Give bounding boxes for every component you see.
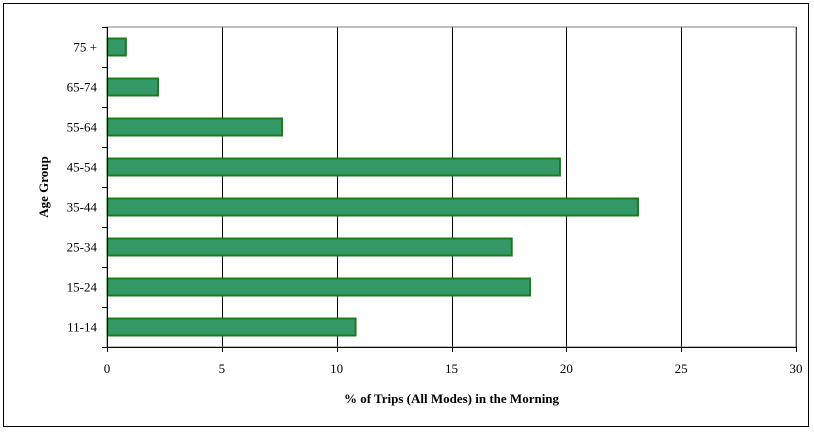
bar-35-44 <box>106 197 640 217</box>
x-tick-label: 0 <box>104 361 111 376</box>
y-tick-label: 35-44 <box>67 200 98 215</box>
y-tick-label: 75 + <box>73 40 97 55</box>
bar-11-14 <box>106 317 357 337</box>
x-axis-title: % of Trips (All Modes) in the Morning <box>344 391 560 406</box>
bar-45-54 <box>106 157 561 177</box>
x-tick-label: 15 <box>445 361 458 376</box>
x-tick-label: 10 <box>330 361 343 376</box>
tick-labels: 0 5 10 15 20 25 30 11-14 15-24 25-34 35-44 45-54 55-… <box>67 40 803 377</box>
y-tick-label: 25-34 <box>67 240 98 255</box>
x-tick-label: 30 <box>790 361 803 376</box>
bar-25-34 <box>106 237 513 257</box>
bar-15-24 <box>106 277 532 297</box>
gridlines <box>222 27 797 347</box>
bar-55-64 <box>106 117 284 137</box>
x-tick-label: 25 <box>675 361 688 376</box>
y-tick-label: 55-64 <box>67 120 98 135</box>
y-tick-label: 15-24 <box>67 280 98 295</box>
y-tick-label: 45-54 <box>67 160 98 175</box>
y-axis-title: Age Group <box>36 156 51 218</box>
y-tick-label: 11-14 <box>67 320 97 335</box>
x-tick-label: 20 <box>560 361 573 376</box>
plot-area <box>106 26 797 348</box>
bars <box>106 37 640 337</box>
y-tick-label: 65-74 <box>67 80 98 95</box>
bar-75 <box>106 37 127 57</box>
bar-65-74 <box>106 77 160 97</box>
x-tick-label: 5 <box>219 361 226 376</box>
axes <box>102 27 797 352</box>
